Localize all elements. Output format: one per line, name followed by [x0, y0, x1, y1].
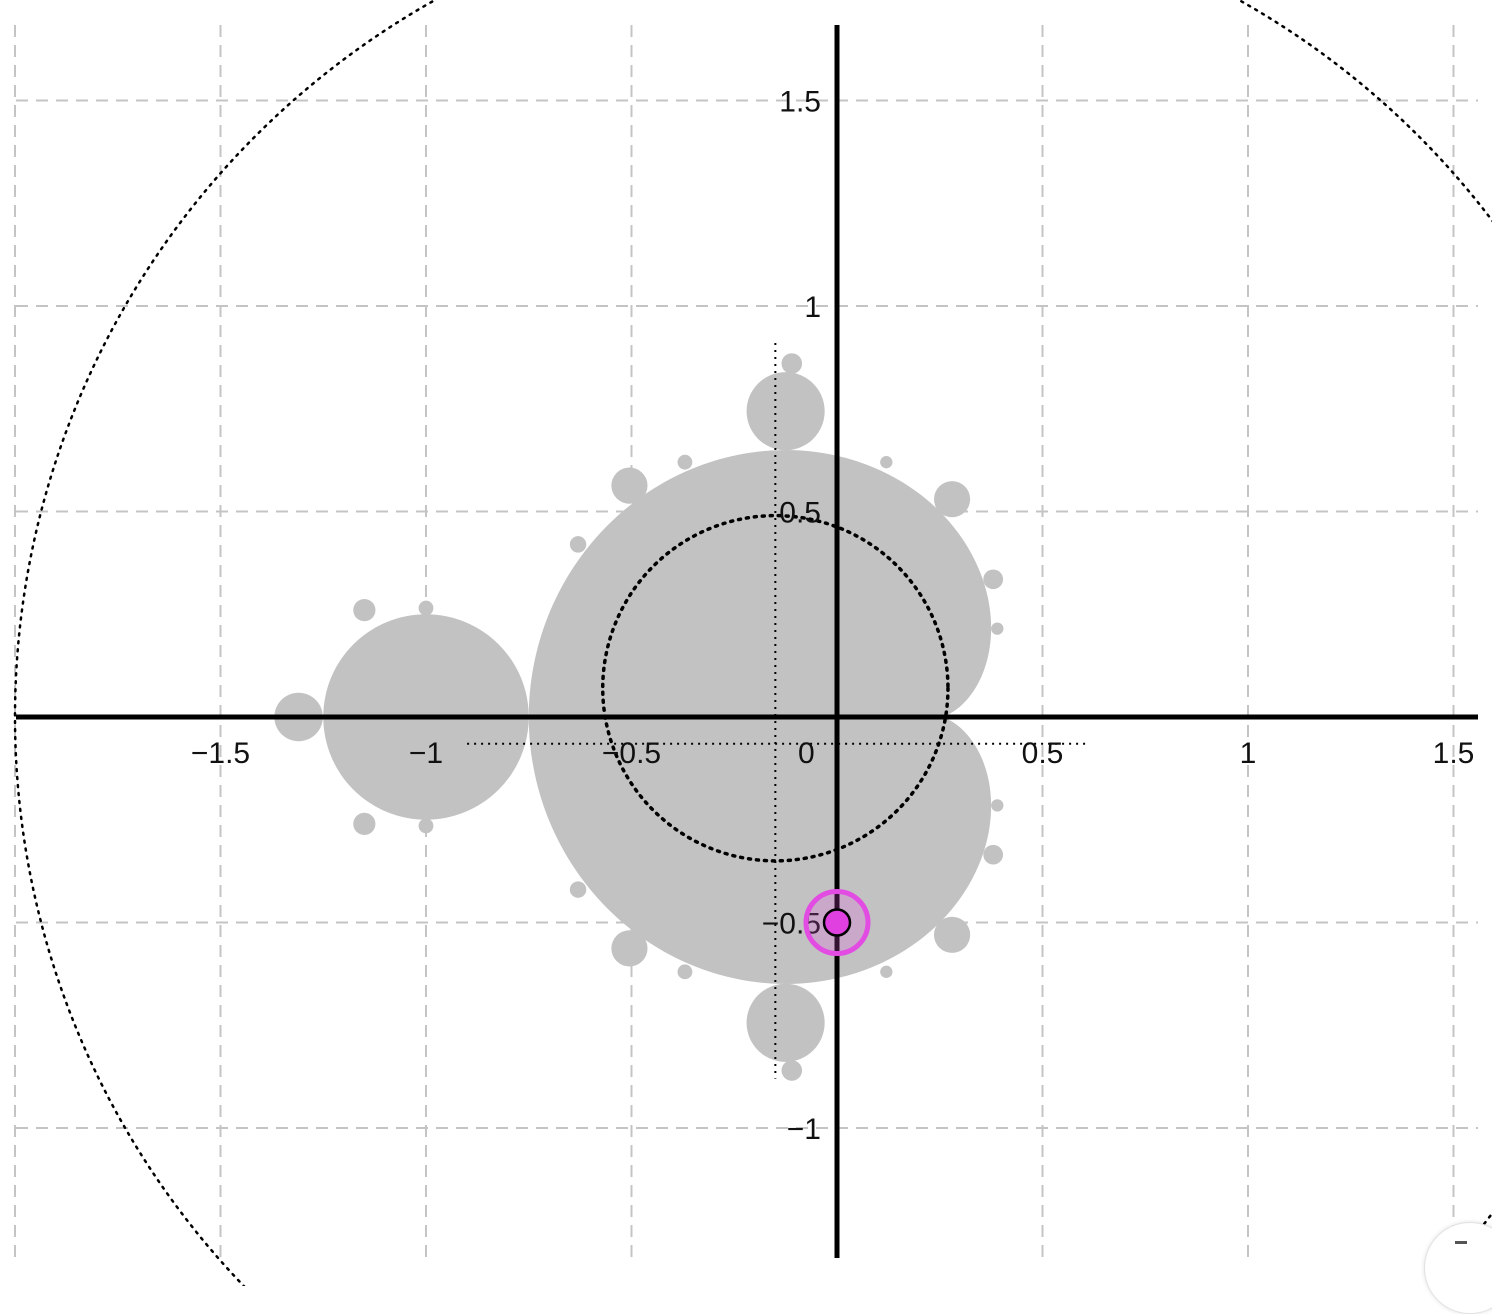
x-tick-label: −1	[409, 737, 443, 770]
set-bulb	[353, 599, 375, 621]
set-bulb	[678, 455, 693, 470]
set-bulb	[570, 536, 586, 552]
x-tick-label: −0.5	[602, 737, 661, 770]
draggable-point[interactable]	[806, 892, 868, 954]
set-bulb	[880, 966, 892, 978]
y-tick-label: −1	[787, 1113, 821, 1146]
set-bulb	[991, 799, 1003, 811]
set-bulb	[611, 930, 647, 966]
set-bulb	[983, 845, 1003, 865]
set-bulb	[419, 601, 434, 616]
set-bulb	[747, 372, 825, 450]
set-bulb	[934, 917, 970, 953]
origin-label: 0	[798, 737, 815, 770]
x-tick-label: 0.5	[1022, 737, 1064, 770]
set-bulb	[353, 813, 375, 835]
y-tick-label: 1.5	[779, 86, 821, 119]
minus-icon	[1455, 1241, 1467, 1244]
set-bulb	[934, 481, 970, 517]
set-bulb	[678, 964, 693, 979]
set-bulb	[991, 622, 1003, 634]
graph-canvas[interactable]: −1.5 −1 −0.5 0.5 1 1.5 1.510.5−0.5−1 0	[0, 0, 1492, 1286]
x-tick-label: −1.5	[191, 737, 250, 770]
set-bulb	[782, 353, 803, 374]
y-tick-label: 1	[804, 291, 821, 324]
set-bulb	[983, 569, 1003, 589]
set-bulb	[880, 456, 892, 468]
graph-view[interactable]: −1.5 −1 −0.5 0.5 1 1.5 1.5 1 0.5 −0.5 −1 0	[0, 0, 1492, 1286]
set-bulb	[419, 819, 434, 834]
x-tick-label: 1	[1240, 737, 1257, 770]
set-bulb	[611, 468, 647, 504]
set-bulb	[782, 1060, 803, 1081]
x-tick-label: 1.5	[1433, 737, 1475, 770]
y-tick-label: 0.5	[779, 497, 821, 530]
point-marker[interactable]	[824, 910, 850, 936]
set-bulb	[747, 984, 825, 1062]
set-bulb	[570, 881, 586, 897]
